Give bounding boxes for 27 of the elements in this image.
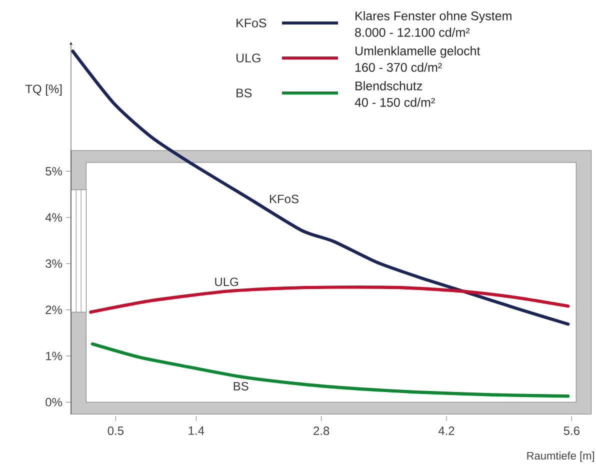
text: BS	[236, 88, 252, 98]
annotation: 160 - 370 cd/m²	[355, 62, 442, 72]
y-tick-label: 3%	[46, 259, 62, 268]
y-tick-label: 0%	[46, 398, 62, 406]
x-tick-label: 5.6	[564, 426, 580, 436]
series-label: BS	[234, 382, 248, 390]
y-tick-label: 4%	[45, 213, 62, 222]
legend-label: ULG	[236, 54, 260, 62]
annotation: Blendschutz	[356, 81, 422, 90]
x-tick-label: 1.4	[188, 426, 204, 435]
y-tick-label: 5%	[46, 167, 62, 176]
y-tick-label: 1%	[46, 352, 62, 360]
annotation: 40 - 150 cd/m²	[354, 98, 435, 107]
line-series	[89, 286, 570, 314]
x-tick-label: 4.2	[438, 426, 454, 435]
x-tick-label: 2.8	[314, 426, 330, 436]
text: Klares Fenster ohne System	[356, 11, 512, 23]
x-axis-title: Raumtiefe [m]	[527, 452, 594, 462]
text: ULG	[215, 278, 238, 286]
legend-label: KFoS	[236, 18, 266, 28]
y-axis-title: TQ [%]	[25, 84, 62, 96]
line-series	[90, 342, 570, 398]
y-tick-label: 2%	[46, 306, 62, 314]
annotation: Umlenklamelle gelocht	[355, 46, 480, 58]
text: KFoS	[270, 194, 298, 204]
text: 8.000 - 12.100 cd/m²	[355, 28, 470, 37]
x-tick-label: 0.5	[108, 426, 124, 436]
